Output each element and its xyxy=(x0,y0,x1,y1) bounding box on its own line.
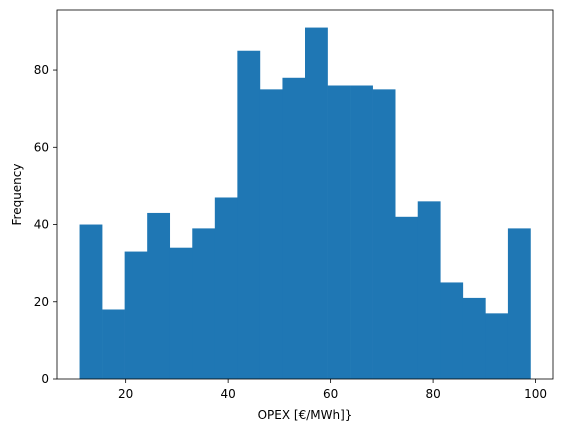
y-axis-label: Frequency xyxy=(10,164,24,226)
y-tick-label-80: 80 xyxy=(34,63,49,77)
y-tick-label-60: 60 xyxy=(34,140,49,154)
histogram-bars xyxy=(79,27,531,380)
histogram-bar-8 xyxy=(237,50,261,380)
x-tick-label-40: 40 xyxy=(220,387,235,401)
histogram-bar-4 xyxy=(147,212,171,379)
histogram-bar-20 xyxy=(507,228,531,379)
histogram-bar-9 xyxy=(259,89,283,380)
histogram-bar-7 xyxy=(214,197,238,379)
histogram-bar-17 xyxy=(440,282,464,379)
histogram-bar-15 xyxy=(395,216,419,379)
x-tick-label-60: 60 xyxy=(323,387,338,401)
histogram-bar-11 xyxy=(305,27,328,379)
histogram-bar-1 xyxy=(79,224,103,379)
histogram-bar-13 xyxy=(350,85,373,379)
axes-frame xyxy=(56,9,554,380)
y-axis-ticks: 0 20 40 60 80 xyxy=(34,63,57,386)
histogram-bar-6 xyxy=(192,228,216,379)
y-tick-label-20: 20 xyxy=(34,295,49,309)
x-tick-label-100: 100 xyxy=(524,387,547,401)
histogram-bar-12 xyxy=(327,85,351,379)
histogram-bar-14 xyxy=(372,89,396,380)
histogram-bar-2 xyxy=(102,309,125,379)
histogram-bar-18 xyxy=(462,297,486,379)
x-axis-ticks: 20 40 60 80 100 xyxy=(118,379,547,401)
histogram-bar-10 xyxy=(282,77,306,379)
x-tick-label-80: 80 xyxy=(425,387,440,401)
histogram-bar-19 xyxy=(485,313,509,379)
histogram-bar-5 xyxy=(169,247,193,379)
histogram-bar-16 xyxy=(417,201,441,379)
x-tick-label-20: 20 xyxy=(118,387,133,401)
x-axis-label: OPEX [€/MWh]} xyxy=(258,408,353,422)
y-tick-label-0: 0 xyxy=(41,372,49,386)
histogram-bar-3 xyxy=(124,251,148,379)
y-tick-label-40: 40 xyxy=(34,218,49,232)
